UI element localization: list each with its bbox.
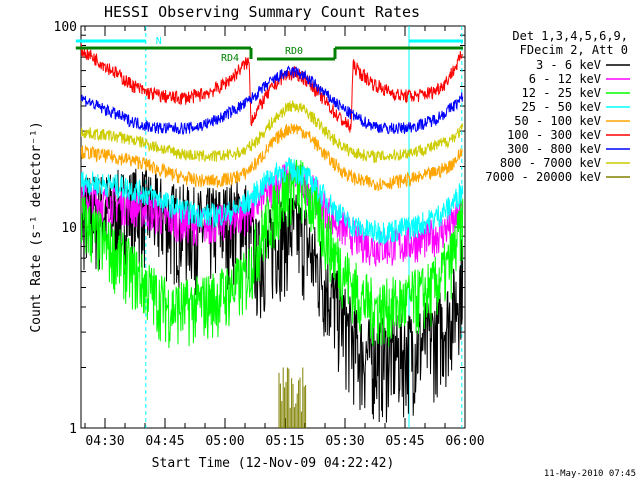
chart-title: HESSI Observing Summary Count Rates [104,3,420,21]
x-tick-label: 04:30 [85,434,124,449]
x-tick-label: 04:45 [145,434,184,449]
legend-entry-label: 50 - 100 keV [514,114,601,128]
series-5 [81,43,463,133]
x-tick-label: 05:30 [325,434,364,449]
timestamp-footer: 11-May-2010 07:45 [544,469,636,479]
y-tick-label: 100 [54,20,77,35]
series-line [81,65,464,135]
legend-entry-label: 100 - 300 keV [507,128,601,142]
y-axis-label: Count Rate (s⁻¹ detector⁻¹) [29,121,44,332]
legend-entry-label: 800 - 7000 keV [500,156,601,170]
series-8 [278,367,307,428]
series-line [81,123,463,191]
series-line [81,100,464,164]
y-tick-label: 1 [69,422,77,437]
series-line [81,158,464,349]
x-tick-label: 05:15 [265,434,304,449]
legend-entry-label: 25 - 50 keV [522,100,601,114]
x-tick-label: 06:00 [445,434,484,449]
series-line [81,157,464,245]
annotation-label-rd0: RD0 [285,46,303,57]
legend-entry-label: 3 - 6 keV [536,58,601,72]
series-4 [81,123,463,191]
x-tick-label: 05:45 [385,434,424,449]
series-7 [81,100,464,164]
legend-entry-label: 12 - 25 keV [522,86,601,100]
series-2 [81,158,464,349]
series-3 [81,157,464,245]
legend-entry-label: 6 - 12 keV [529,72,601,86]
legend-title: Det 1,3,4,5,6,9, [512,29,628,43]
annotation-label-n: N [156,36,162,47]
legend-entry-label: 7000 - 20000 keV [485,170,601,184]
legend-entry-label: 300 - 800 keV [507,142,601,156]
series-line [81,43,463,133]
plot-area [81,26,464,428]
x-axis-label: Start Time (12-Nov-09 04:22:42) [152,456,395,471]
legend: Det 1,3,4,5,6,9,FDecim 2, Att 03 - 6 keV… [485,29,630,184]
annotation-label-rd4: RD4 [221,53,239,64]
x-tick-label: 05:00 [205,434,244,449]
series-6 [81,65,464,135]
y-tick-label: 10 [61,221,77,236]
legend-title: FDecim 2, Att 0 [520,43,628,57]
